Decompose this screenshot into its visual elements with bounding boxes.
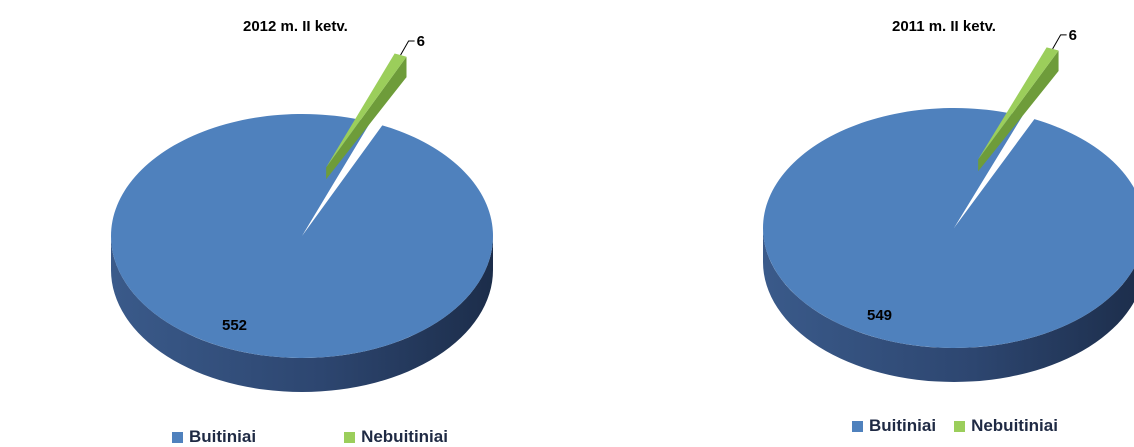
pie-slice-nebuitiniai (978, 47, 1059, 160)
data-label-nebuitiniai: 6 (417, 33, 425, 50)
pie-svg: 6 552 (111, 33, 494, 392)
legend-label: Buitiniai (189, 427, 257, 446)
legend: Buitiniai Nebuitiniai (852, 416, 1058, 436)
legend-swatch-nebuitiniai (954, 420, 966, 432)
legend-item-nebuitiniai: Nebuitiniai (954, 416, 1058, 436)
pie-slice-nebuitiniai (326, 53, 407, 168)
pie-slice-side-nebuitiniai (326, 56, 407, 180)
pie-svg: 6 549 (763, 27, 1134, 382)
legend-item-buitiniai: Buitiniai (172, 427, 256, 447)
legend: Buitiniai Nebuitiniai (172, 427, 448, 447)
leader-line (1052, 34, 1067, 50)
data-label-nebuitiniai: 6 (1069, 27, 1077, 44)
data-label-buitiniai: 549 (867, 307, 892, 324)
pie-slice-buitiniai (763, 107, 1134, 348)
pie-chart-2012: 2012 m. II ketv. 6 552 Buitiniai Nebuitin… (0, 0, 567, 446)
chart-title: 2011 m. II ketv. (892, 18, 996, 35)
legend-label: Buitiniai (869, 416, 937, 435)
pie-slice-side-buitiniai (763, 228, 1134, 382)
legend-swatch-nebuitiniai (344, 431, 356, 443)
legend-swatch-buitiniai (172, 431, 183, 443)
legend-swatch-buitiniai (852, 420, 863, 432)
pie-slice-side-buitiniai (111, 236, 493, 392)
leader-line (400, 40, 415, 56)
pie-chart-2011: 2011 m. II ketv. 6 549 Buitiniai Nebuitin… (567, 0, 1134, 446)
data-label-buitiniai: 552 (222, 317, 247, 334)
legend-item-nebuitiniai: Nebuitiniai (344, 427, 448, 447)
pie-slice-side-nebuitiniai (978, 50, 1059, 172)
legend-label: Nebuitiniai (361, 427, 448, 446)
legend-label: Nebuitiniai (971, 416, 1058, 435)
chart-title: 2012 m. II ketv. (243, 18, 348, 35)
pie-slice-buitiniai (111, 114, 494, 359)
legend-item-buitiniai: Buitiniai (852, 416, 936, 436)
